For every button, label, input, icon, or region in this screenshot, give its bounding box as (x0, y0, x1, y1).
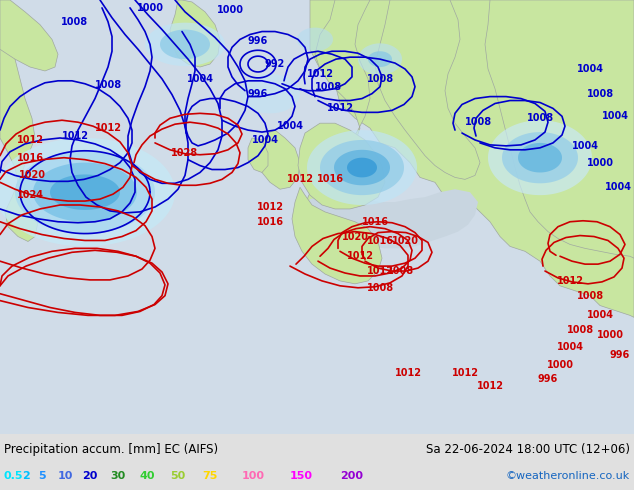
Polygon shape (0, 138, 175, 246)
Polygon shape (145, 23, 225, 66)
Text: 996: 996 (248, 89, 268, 98)
Polygon shape (334, 150, 390, 185)
Text: 1004: 1004 (252, 135, 278, 145)
Text: 1008: 1008 (61, 17, 89, 26)
Text: 1016: 1016 (16, 153, 44, 163)
Polygon shape (358, 44, 402, 75)
Text: 1008: 1008 (366, 74, 394, 84)
Text: 5: 5 (38, 471, 46, 481)
Polygon shape (307, 130, 417, 205)
Polygon shape (297, 27, 333, 51)
Text: Sa 22-06-2024 18:00 UTC (12+06): Sa 22-06-2024 18:00 UTC (12+06) (426, 443, 630, 456)
Text: 1004: 1004 (602, 111, 628, 122)
Polygon shape (375, 0, 480, 179)
Polygon shape (368, 51, 392, 67)
Text: 1016: 1016 (366, 237, 394, 246)
Text: 1000: 1000 (547, 360, 574, 369)
Text: 1012: 1012 (287, 174, 313, 184)
Text: 1016: 1016 (257, 217, 283, 227)
Polygon shape (248, 138, 268, 172)
Text: 1012: 1012 (306, 69, 333, 79)
Text: 2: 2 (22, 471, 30, 481)
Polygon shape (305, 189, 478, 248)
Polygon shape (298, 123, 385, 209)
Text: 996: 996 (248, 36, 268, 47)
Text: 40: 40 (140, 471, 155, 481)
Text: 1008: 1008 (387, 266, 413, 276)
Text: 50: 50 (170, 471, 185, 481)
Text: 1008: 1008 (526, 113, 553, 123)
Text: 1008: 1008 (576, 291, 604, 301)
Text: 200: 200 (340, 471, 363, 481)
Text: Precipitation accum. [mm] EC (AIFS): Precipitation accum. [mm] EC (AIFS) (4, 443, 218, 456)
Polygon shape (502, 132, 578, 183)
Text: 1008: 1008 (465, 117, 491, 127)
Text: 1012: 1012 (451, 368, 479, 377)
Polygon shape (320, 140, 404, 195)
Text: 996: 996 (538, 374, 558, 385)
Text: 1012: 1012 (327, 103, 354, 113)
Text: 1016: 1016 (361, 217, 389, 227)
Text: 1020: 1020 (342, 232, 368, 242)
Polygon shape (240, 74, 300, 113)
Polygon shape (485, 0, 634, 258)
Text: 1024: 1024 (16, 190, 44, 200)
Text: 1008: 1008 (366, 283, 394, 293)
Text: 1000: 1000 (136, 3, 164, 13)
Polygon shape (15, 151, 155, 234)
Polygon shape (170, 0, 220, 67)
Polygon shape (488, 120, 592, 195)
Text: 1004: 1004 (571, 141, 598, 151)
Text: 992: 992 (265, 59, 285, 69)
Polygon shape (0, 0, 58, 71)
Polygon shape (33, 163, 137, 222)
Text: 1000: 1000 (597, 330, 623, 340)
Text: 1000: 1000 (216, 5, 243, 15)
Text: 996: 996 (610, 350, 630, 360)
Text: 30: 30 (110, 471, 126, 481)
Polygon shape (310, 0, 634, 318)
Text: 1008: 1008 (94, 80, 122, 90)
Text: 20: 20 (82, 471, 98, 481)
Text: 1004: 1004 (276, 121, 304, 131)
Polygon shape (50, 174, 120, 210)
Text: ©weatheronline.co.uk: ©weatheronline.co.uk (506, 471, 630, 481)
Text: 1008: 1008 (566, 325, 593, 335)
Text: 1020: 1020 (392, 237, 418, 246)
Text: 1020: 1020 (18, 171, 46, 180)
Text: 100: 100 (242, 471, 265, 481)
Text: 1012: 1012 (394, 368, 422, 377)
Text: 1012: 1012 (94, 123, 122, 133)
Text: 1012: 1012 (61, 131, 89, 141)
Text: 1012: 1012 (557, 276, 583, 286)
Polygon shape (258, 130, 300, 189)
Text: 1004: 1004 (186, 74, 214, 84)
Polygon shape (347, 158, 377, 177)
Text: 1004: 1004 (557, 342, 583, 352)
Text: 1028: 1028 (171, 148, 198, 158)
Text: 1008: 1008 (314, 82, 342, 92)
Text: 1004: 1004 (604, 182, 631, 192)
Text: 0.5: 0.5 (4, 471, 23, 481)
Polygon shape (305, 0, 370, 245)
Polygon shape (292, 187, 382, 284)
Text: 1016: 1016 (316, 174, 344, 184)
Polygon shape (518, 143, 562, 172)
Polygon shape (160, 29, 210, 59)
Text: 1012: 1012 (477, 381, 503, 392)
Text: 10: 10 (58, 471, 74, 481)
Text: 1012: 1012 (366, 266, 394, 276)
Text: 1012: 1012 (16, 135, 44, 145)
Text: 1012: 1012 (347, 251, 373, 261)
Text: 1000: 1000 (586, 158, 614, 168)
Text: 150: 150 (290, 471, 313, 481)
Polygon shape (0, 0, 38, 242)
Text: 75: 75 (202, 471, 217, 481)
Text: 1008: 1008 (586, 89, 614, 98)
Text: 1012: 1012 (257, 202, 283, 212)
Text: 1004: 1004 (576, 64, 604, 74)
Text: 1004: 1004 (586, 310, 614, 320)
